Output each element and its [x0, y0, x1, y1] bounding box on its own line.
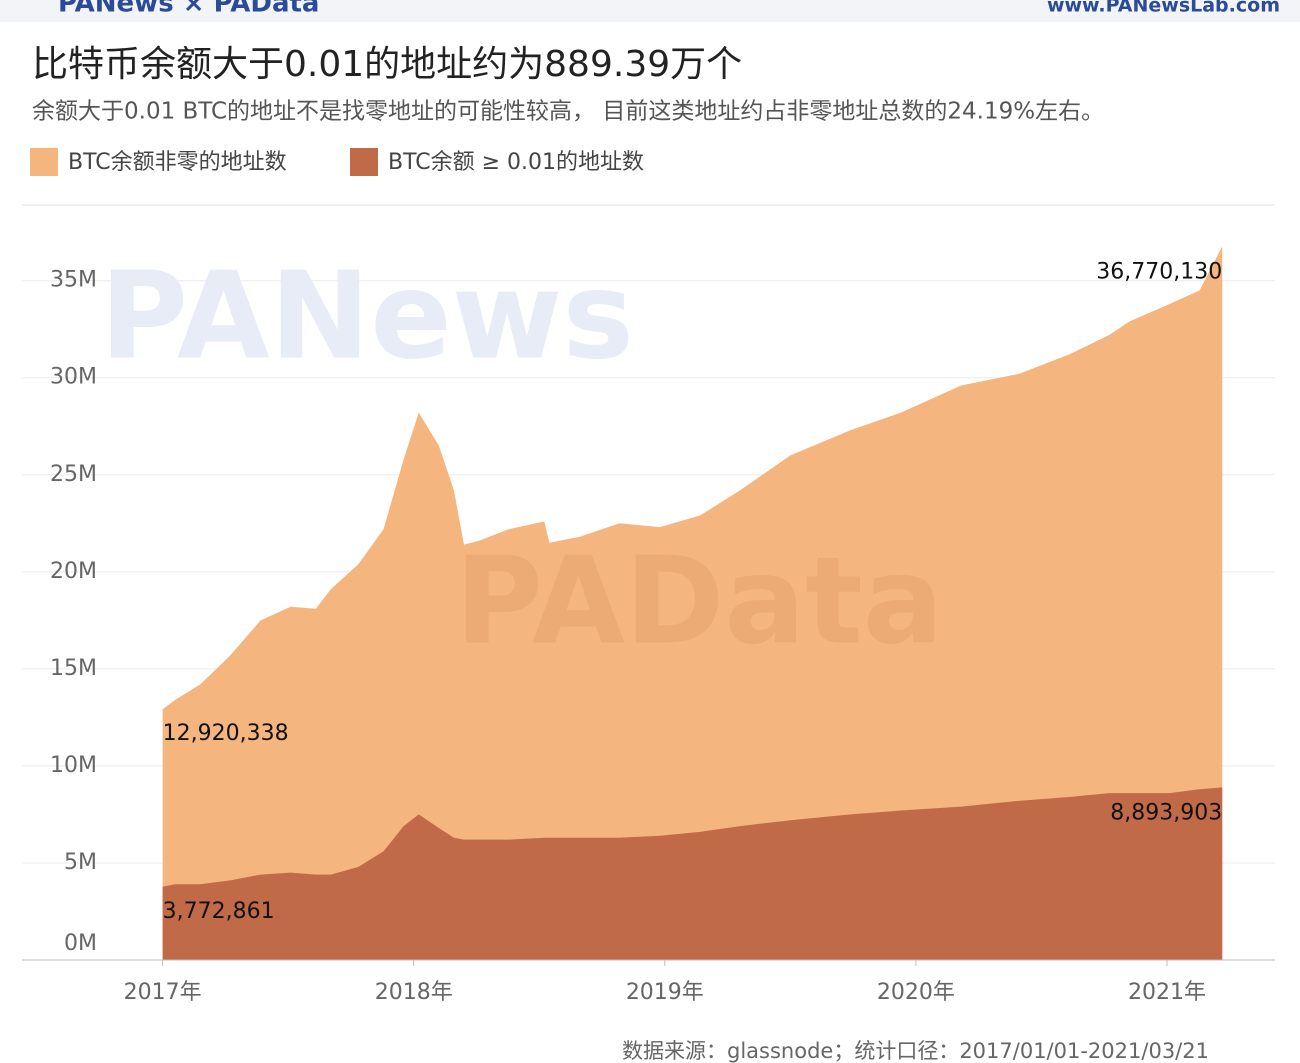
x-tick-label: 2019年: [626, 980, 704, 1005]
value-label: 12,920,338: [163, 721, 289, 746]
x-tick-label: 2018年: [375, 980, 453, 1005]
y-tick-label: 5M: [64, 850, 97, 875]
y-tick-label: 20M: [50, 559, 97, 584]
x-tick-label: 2020年: [877, 980, 955, 1005]
area: [162, 787, 1223, 960]
x-tick-label: 2017年: [124, 980, 202, 1005]
source: 数据来源：glassnode；统计口径：2017/01/01-2021/03/2…: [622, 1039, 1209, 1063]
x-tick-label: 2021年: [1128, 980, 1206, 1005]
header-bar: [0, 0, 1300, 22]
y-tick-label: 25M: [50, 462, 97, 487]
value-label: 3,772,861: [163, 899, 275, 924]
subtitle: 余额大于0.01 BTC的地址不是找零地址的可能性较高， 目前这类地址约占非零地…: [32, 99, 1104, 125]
watermark: PAData: [455, 533, 944, 672]
y-tick-label: 30M: [50, 365, 97, 390]
value-label: 8,893,903: [1110, 800, 1222, 825]
y-tick-label: 0M: [64, 931, 97, 956]
y-tick-label: 35M: [50, 268, 97, 293]
logo: PANews × PAData: [58, 0, 319, 19]
area: [162, 246, 1223, 961]
legend-label: BTC余额 ≥ 0.01的地址数: [388, 150, 644, 175]
y-tick-label: 10M: [50, 753, 97, 778]
y-tick-label: 15M: [50, 656, 97, 681]
value-label: 36,770,130: [1096, 259, 1222, 284]
legend-swatch: [350, 148, 378, 176]
chart-title: 比特币余额大于0.01的地址约为889.39万个: [32, 44, 742, 85]
legend-swatch: [30, 148, 58, 176]
website: www.PANewsLab.com: [1047, 0, 1280, 17]
watermark: PANews: [100, 248, 634, 387]
legend-label: BTC余额非零的地址数: [68, 150, 287, 175]
